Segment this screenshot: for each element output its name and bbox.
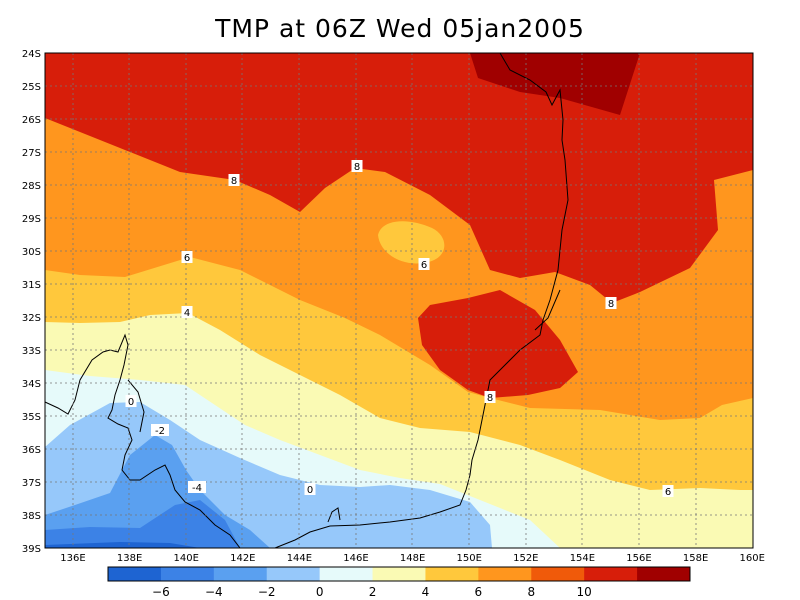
colorbar: −6 −4 −2 0 2 4 6 8 10 [107, 566, 691, 599]
colorbar-swatch [425, 567, 479, 581]
contour-label: 6 [665, 487, 671, 498]
colorbar-swatch [266, 567, 321, 581]
contour-label: -4 [192, 483, 202, 494]
lon-tick-label: 140E [173, 553, 198, 564]
band-8-10-island [418, 290, 578, 398]
colorbar-label: −4 [205, 585, 223, 599]
band-4-6-island [378, 221, 445, 264]
lat-tick-label: 25S [22, 82, 41, 93]
lon-tick-label: 148E [400, 553, 425, 564]
lat-tick-label: 30S [22, 247, 41, 258]
lat-tick-label: 36S [22, 445, 41, 456]
colorbar-swatch [108, 567, 162, 581]
band-neg6-neg4 [45, 500, 240, 548]
colorbar-label: −2 [258, 585, 276, 599]
contour-labels: 8 8 6 6 8 4 8 0 -2 -4 0 6 [125, 160, 674, 498]
colorbar-label: 4 [422, 585, 430, 599]
colorbar-swatch [637, 567, 691, 581]
lat-tick-label: 32S [22, 313, 41, 324]
contour-label: -2 [155, 426, 165, 437]
colorbar-label: −6 [152, 585, 170, 599]
lon-tick-label: 146E [343, 553, 368, 564]
contour-label-bg [418, 258, 430, 270]
lat-tick-label: 27S [22, 148, 41, 159]
colorbar-label: 6 [475, 585, 483, 599]
latitude-axis: 24S 25S 26S 27S 28S 29S 30S 31S 32S 33S 34S 35S 36S 3… [22, 49, 41, 555]
lat-tick-label: 28S [22, 181, 41, 192]
colorbar-swatch [584, 567, 638, 581]
map-title: TMP at 06Z Wed 05jan2005 [215, 14, 585, 43]
colorbar-swatch [372, 567, 426, 581]
coastline [44, 52, 569, 549]
contour-label-bg [181, 306, 193, 318]
lon-tick-label: 152E [513, 553, 538, 564]
contour-label: 4 [184, 308, 190, 319]
colorbar-swatch [319, 567, 374, 581]
colorbar-label: 10 [577, 585, 592, 599]
lon-tick-label: 144E [287, 553, 312, 564]
contour-label-bg [351, 160, 363, 172]
contour-label-bg [484, 391, 496, 403]
lat-tick-label: 38S [22, 511, 41, 522]
colorbar-frame [107, 566, 691, 582]
lon-tick-label: 158E [683, 553, 708, 564]
lon-tick-label: 156E [626, 553, 651, 564]
contour-label: 0 [307, 485, 313, 496]
contour-label: 0 [128, 397, 134, 408]
lat-tick-label: 31S [22, 280, 41, 291]
contour-label: 8 [608, 299, 614, 310]
lat-tick-label: 37S [22, 478, 41, 489]
plot-frame [44, 52, 754, 549]
contour-label-bg [181, 251, 193, 263]
lat-tick-label: 29S [22, 214, 41, 225]
lon-tick-label: 142E [230, 553, 255, 564]
contour-label-bg [605, 297, 617, 309]
lon-tick-label: 150E [456, 553, 481, 564]
contour-label-bg [151, 424, 169, 436]
contour-label: 8 [231, 176, 237, 187]
colorbar-swatch [478, 567, 532, 581]
colorbar-label: 2 [369, 585, 377, 599]
contour-label-bg [662, 485, 674, 497]
lon-tick-label: 136E [60, 553, 85, 564]
grid [45, 53, 753, 548]
contour-label-bg [188, 481, 206, 493]
lat-tick-label: 24S [22, 49, 41, 60]
lat-tick-label: 34S [22, 379, 41, 390]
colorbar-label: 8 [527, 585, 535, 599]
colorbar-swatch [213, 567, 268, 581]
contour-label-bg [125, 395, 137, 407]
contour-label-bg [228, 174, 240, 186]
colorbar-swatch [531, 567, 585, 581]
lon-tick-label: 138E [117, 553, 142, 564]
contour-label: 8 [354, 162, 360, 173]
lon-tick-label: 160E [739, 553, 764, 564]
contour-label-bg [304, 483, 316, 495]
longitude-axis: 136E 138E 140E 142E 144E 146E 148E 150E 152E 154E… [60, 553, 765, 564]
colorbar-label: 0 [316, 585, 324, 599]
lat-tick-label: 39S [22, 544, 41, 555]
band-below-neg6 [45, 542, 200, 548]
contour-label: 8 [487, 393, 493, 404]
contour-label: 6 [421, 260, 427, 271]
lat-tick-label: 35S [22, 412, 41, 423]
contour-label: 6 [184, 253, 190, 264]
colorbar-swatch [160, 567, 215, 581]
lat-tick-label: 33S [22, 346, 41, 357]
lon-tick-label: 154E [570, 553, 595, 564]
lat-tick-label: 26S [22, 115, 41, 126]
